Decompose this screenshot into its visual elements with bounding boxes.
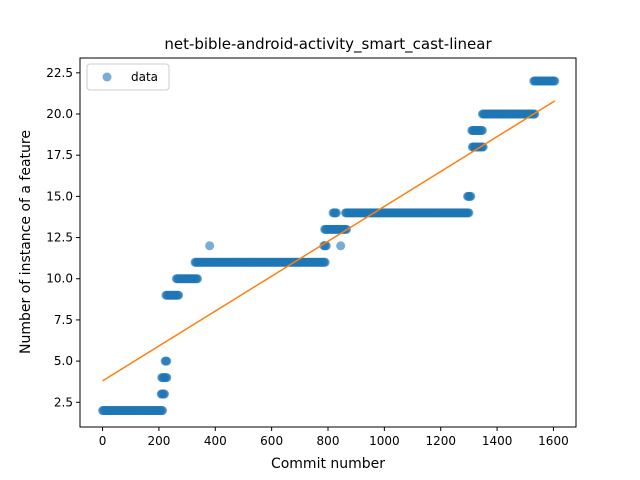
y-axis-label: Number of instance of a feature (18, 130, 34, 354)
y-tick-label: 5.0 (54, 354, 73, 368)
x-tick-label: 400 (204, 434, 227, 448)
y-tick-label: 20.0 (46, 107, 73, 121)
y-tick-label: 12.5 (46, 231, 73, 245)
x-tick-label: 1400 (482, 434, 513, 448)
data-point (336, 241, 346, 251)
y-tick-label: 7.5 (54, 313, 73, 327)
x-tick-label: 1000 (369, 434, 400, 448)
y-tick-label: 17.5 (46, 148, 73, 162)
data-point (550, 76, 560, 86)
data-point (464, 208, 474, 218)
chart-title: net-bible-android-activity_smart_cast-li… (164, 35, 492, 54)
x-axis-label: Commit number (271, 456, 385, 472)
y-tick-label: 22.5 (46, 66, 73, 80)
data-point (160, 389, 170, 399)
data-point (174, 290, 184, 300)
legend-marker (102, 72, 112, 82)
x-tick-label: 800 (317, 434, 340, 448)
data-point (193, 274, 203, 284)
data-point (466, 191, 476, 201)
data-point (162, 373, 172, 383)
legend-label: data (131, 70, 158, 84)
fit-line (102, 100, 556, 382)
x-tick-label: 200 (147, 434, 170, 448)
x-axis-ticks: 0 200 400 600 800 1000 1200 1400 1600 (99, 427, 569, 448)
x-tick-label: 1600 (538, 434, 569, 448)
data-point (320, 257, 330, 267)
data-point (331, 208, 341, 218)
data-point (205, 241, 215, 251)
data-point (158, 406, 168, 416)
y-tick-label: 2.5 (54, 395, 73, 409)
x-tick-label: 0 (99, 434, 107, 448)
y-tick-label: 15.0 (46, 189, 73, 203)
data-point (477, 125, 487, 135)
data-point (478, 142, 488, 152)
legend-box (86, 63, 170, 91)
x-tick-label: 600 (260, 434, 283, 448)
y-tick-label: 10.0 (46, 272, 73, 286)
plot-area (98, 76, 560, 416)
x-tick-label: 1200 (425, 434, 456, 448)
y-axis-ticks: 2.5 5.0 7.5 10.0 12.5 15.0 17.5 20.0 22.5 (46, 66, 80, 409)
data-point (162, 356, 172, 366)
legend: data (86, 63, 170, 91)
